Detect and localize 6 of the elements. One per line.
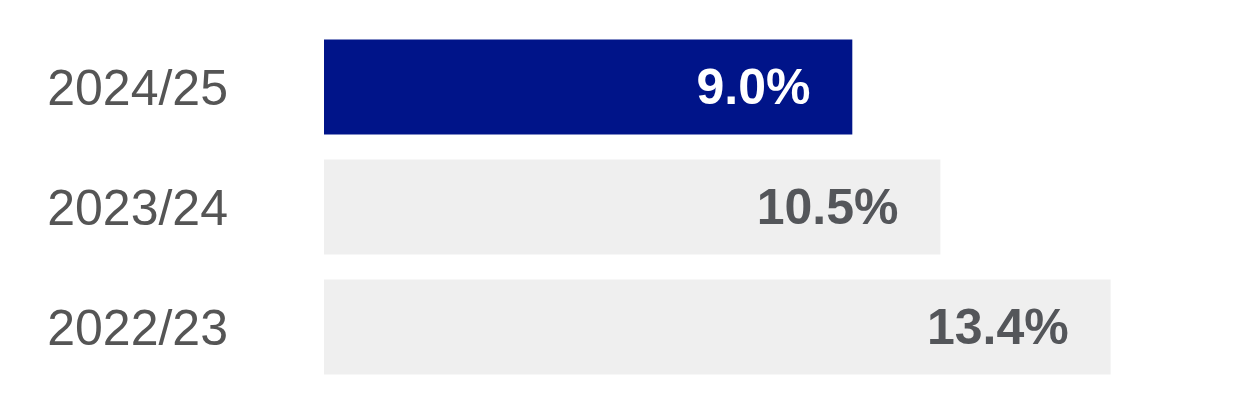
data-label: 9.0% <box>696 59 811 115</box>
y-tick-label: 2023/24 <box>47 179 228 236</box>
y-tick-label: 2022/23 <box>47 299 228 356</box>
y-tick-label: 2024/25 <box>47 59 228 116</box>
data-label: 13.4% <box>926 299 1069 355</box>
data-label: 10.5% <box>756 179 899 235</box>
